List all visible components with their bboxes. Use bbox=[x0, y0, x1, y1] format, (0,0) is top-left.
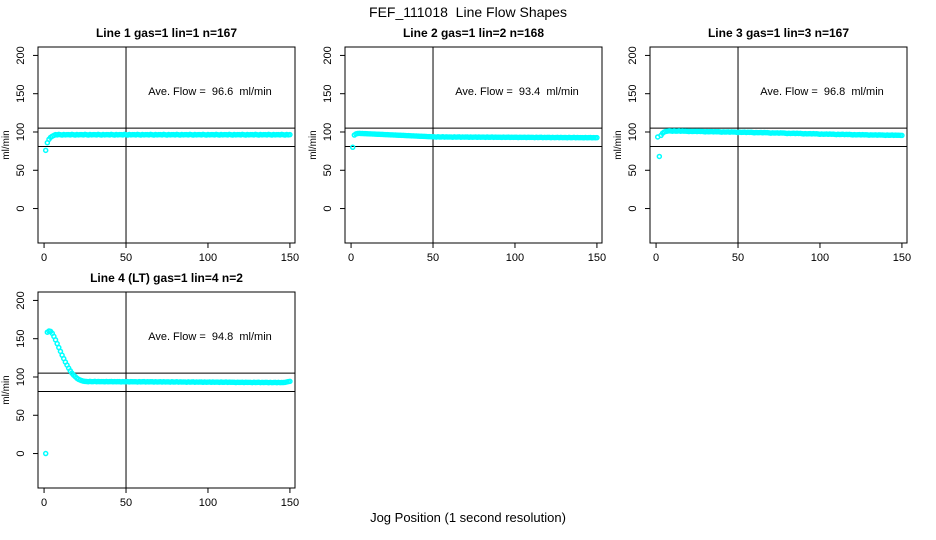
panel-canvas: 0 50 100 150 0 50 100 150 200 ml/min Line 4 (LT) g… bbox=[1, 271, 299, 509]
x-tick-label: 0 bbox=[653, 252, 659, 264]
panel-canvas: 0 50 100 150 0 50 100 150 200 ml/min Line 1 gas=1 … bbox=[1, 26, 299, 264]
x-tick-label: 150 bbox=[588, 252, 606, 264]
panel-line-3: 0 50 100 150 0 50 100 150 200 ml/min Line 3 gas=1 … bbox=[612, 0, 924, 270]
y-tick-label: 100 bbox=[15, 123, 27, 141]
y-tick-label: 200 bbox=[322, 46, 334, 64]
plot-box bbox=[37, 291, 296, 489]
x-tick-label: 0 bbox=[41, 252, 47, 264]
avg-flow-annotation: Ave. Flow = 94.8 ml/min bbox=[148, 331, 272, 343]
panel-title: Line 1 gas=1 lin=1 n=167 bbox=[96, 26, 237, 40]
data-points bbox=[42, 131, 293, 154]
y-tick-label: 150 bbox=[15, 85, 27, 103]
x-tick-label: 100 bbox=[506, 252, 524, 264]
y-tick-label: 150 bbox=[627, 85, 639, 103]
panel-line-4: 0 50 100 150 0 50 100 150 200 ml/min Line 4 (LT) g… bbox=[0, 245, 312, 515]
y-axis-label: ml/min bbox=[613, 130, 624, 159]
y-axis-label: ml/min bbox=[308, 130, 319, 159]
x-tick-label: 100 bbox=[811, 252, 829, 264]
x-tick-label: 0 bbox=[348, 252, 354, 264]
page-title: FEF_111018 Line Flow Shapes bbox=[369, 4, 567, 20]
x-tick-label: 150 bbox=[893, 252, 911, 264]
panel-title: Line 3 gas=1 lin=3 n=167 bbox=[708, 26, 849, 40]
y-axis-label: ml/min bbox=[1, 375, 12, 404]
x-tick-label: 50 bbox=[120, 497, 132, 509]
y-tick-label: 0 bbox=[15, 205, 27, 211]
x-tick-label: 50 bbox=[120, 252, 132, 264]
panel-title: Line 2 gas=1 lin=2 n=168 bbox=[403, 26, 544, 40]
y-tick-label: 150 bbox=[15, 330, 27, 348]
x-tick-label: 100 bbox=[199, 497, 217, 509]
plot-box bbox=[344, 46, 603, 244]
x-tick-label: 150 bbox=[281, 252, 299, 264]
y-tick-label: 200 bbox=[627, 46, 639, 64]
y-tick-label: 0 bbox=[15, 450, 27, 456]
y-tick-label: 50 bbox=[322, 164, 334, 176]
panel-canvas: 0 50 100 150 0 50 100 150 200 ml/min Line 3 gas=1 … bbox=[613, 26, 911, 264]
x-tick-label: 50 bbox=[732, 252, 744, 264]
data-points bbox=[349, 130, 600, 151]
x-tick-label: 100 bbox=[199, 252, 217, 264]
x-tick-label: 0 bbox=[41, 497, 47, 509]
panel-title: Line 4 (LT) gas=1 lin=4 n=2 bbox=[90, 271, 243, 285]
y-tick-label: 100 bbox=[15, 368, 27, 386]
y-tick-label: 0 bbox=[627, 205, 639, 211]
y-tick-label: 0 bbox=[322, 205, 334, 211]
data-points bbox=[42, 328, 293, 457]
x-tick-label: 50 bbox=[427, 252, 439, 264]
avg-flow-annotation: Ave. Flow = 93.4 ml/min bbox=[455, 86, 579, 98]
y-tick-label: 200 bbox=[15, 291, 27, 309]
y-tick-label: 150 bbox=[322, 85, 334, 103]
y-tick-label: 100 bbox=[322, 123, 334, 141]
y-tick-label: 50 bbox=[627, 164, 639, 176]
panel-canvas: 0 50 100 150 0 50 100 150 200 ml/min Line 2 gas=1 … bbox=[308, 26, 606, 264]
y-tick-label: 50 bbox=[15, 409, 27, 421]
plot-box bbox=[649, 46, 908, 244]
data-points bbox=[654, 128, 905, 160]
avg-flow-annotation: Ave. Flow = 96.6 ml/min bbox=[148, 86, 272, 98]
y-tick-label: 50 bbox=[15, 164, 27, 176]
panel-line-1: 0 50 100 150 0 50 100 150 200 ml/min Line 1 gas=1 … bbox=[0, 0, 312, 270]
plot-box bbox=[37, 46, 296, 244]
x-tick-label: 150 bbox=[281, 497, 299, 509]
y-axis-label: ml/min bbox=[1, 130, 12, 159]
panel-line-2: 0 50 100 150 0 50 100 150 200 ml/min Line 2 gas=1 … bbox=[307, 0, 619, 270]
y-tick-label: 100 bbox=[627, 123, 639, 141]
y-tick-label: 200 bbox=[15, 46, 27, 64]
x-axis-label: Jog Position (1 second resolution) bbox=[370, 510, 566, 525]
avg-flow-annotation: Ave. Flow = 96.8 ml/min bbox=[760, 86, 884, 98]
